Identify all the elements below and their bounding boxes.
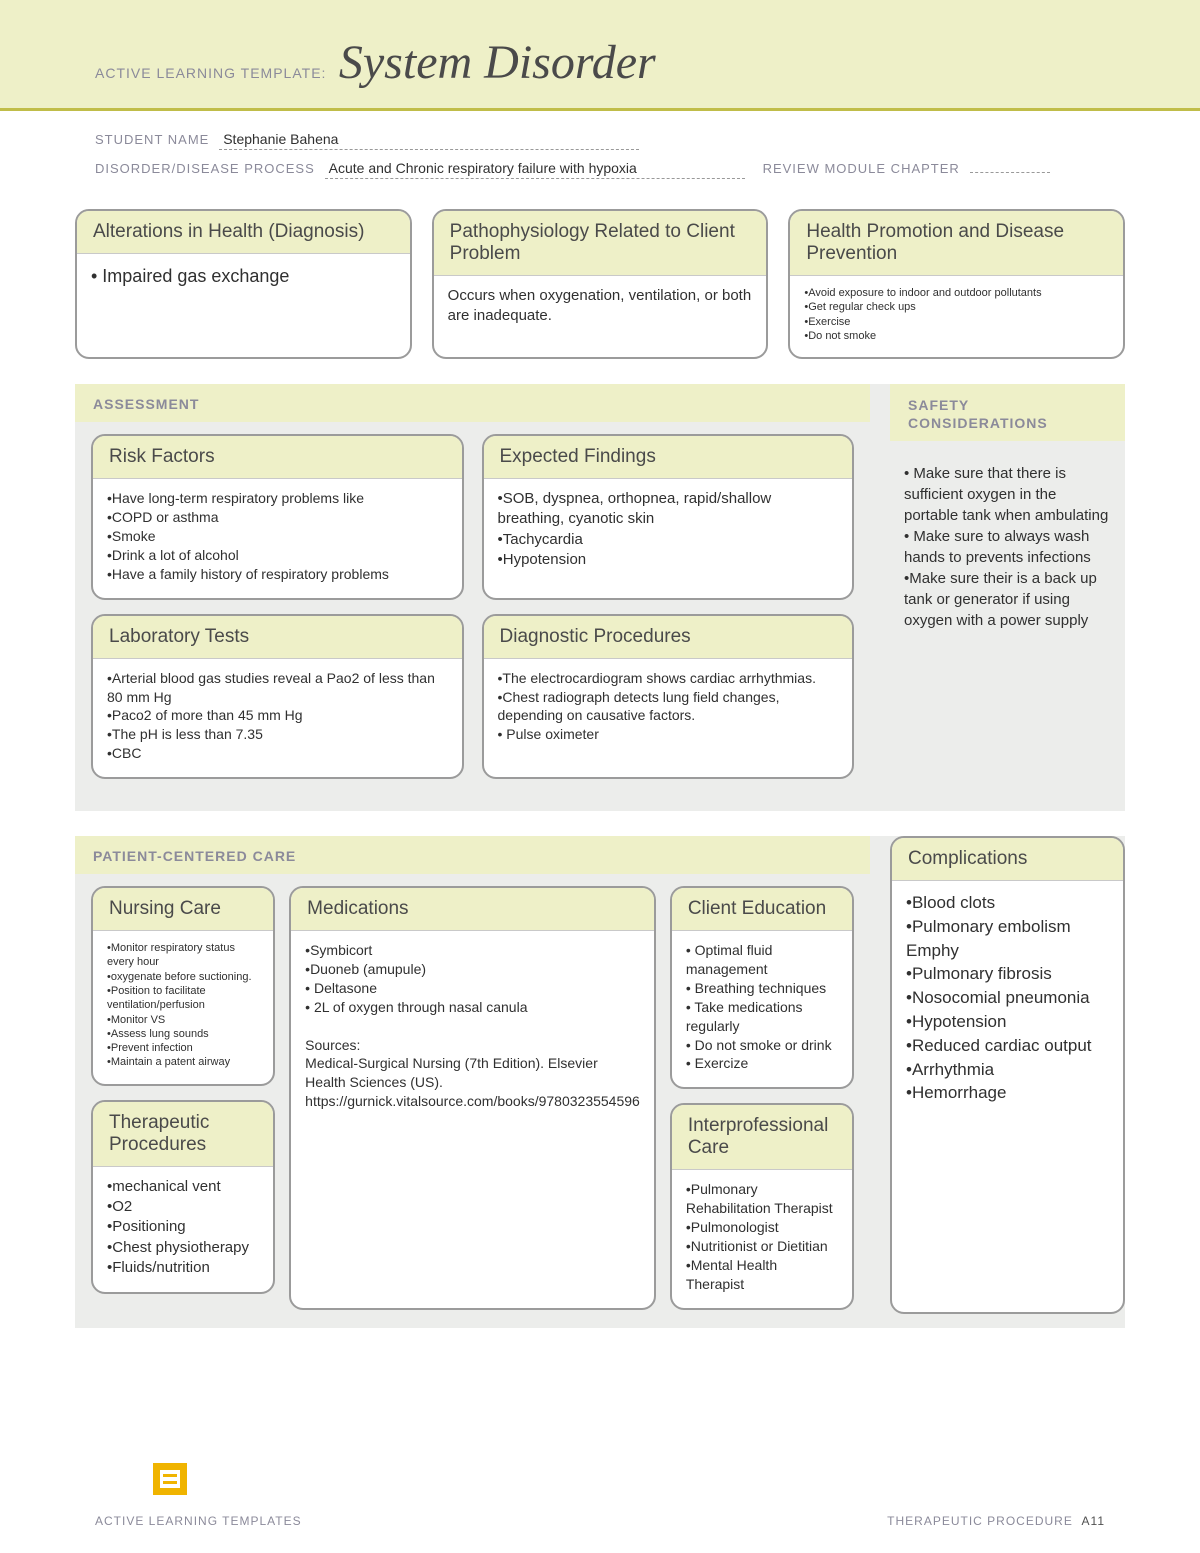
card-body: •Monitor respiratory status every hour •…: [93, 931, 273, 1084]
meta-row-disorder: DISORDER/DISEASE PROCESS Acute and Chron…: [95, 160, 1105, 179]
safety-text: • Make sure that there is sufficient oxy…: [904, 465, 1108, 629]
card-body: •Pulmonary Rehabilitation Therapist •Pul…: [672, 1170, 852, 1307]
pcc-grid: Nursing Care •Monitor respiratory status…: [91, 886, 854, 1310]
card-header: Pathophysiology Related to Client Proble…: [434, 211, 767, 276]
card-medications: Medications •Symbicort •Duoneb (amupule)…: [289, 886, 656, 1310]
card-header: Therapeutic Procedures: [93, 1102, 273, 1167]
disorder-label: DISORDER/DISEASE PROCESS: [95, 161, 315, 176]
assessment-section: ASSESSMENT Risk Factors •Have long-term …: [75, 384, 1125, 811]
patho-text: Occurs when oxygenation, ventilation, or…: [448, 287, 756, 324]
meta-block: STUDENT NAME Stephanie Bahena DISORDER/D…: [0, 111, 1200, 199]
assessment-main: ASSESSMENT Risk Factors •Have long-term …: [75, 384, 870, 797]
card-body: •Arterial blood gas studies reveal a Pao…: [93, 659, 462, 777]
card-header: Complications: [892, 838, 1123, 881]
meta-row-student: STUDENT NAME Stephanie Bahena: [95, 131, 1105, 150]
pcc-title: PATIENT-CENTERED CARE: [75, 836, 870, 874]
card-header: Expected Findings: [484, 436, 853, 479]
card-body: • Impaired gas exchange: [77, 254, 410, 302]
card-header: Risk Factors: [93, 436, 462, 479]
diagnostic-text: •The electrocardiogram shows cardiac arr…: [498, 670, 816, 743]
card-health-promotion: Health Promotion and Disease Prevention …: [788, 209, 1125, 359]
page: ACTIVE LEARNING TEMPLATE: System Disorde…: [0, 0, 1200, 1553]
card-client-education: Client Education • Optimal fluid managem…: [670, 886, 854, 1089]
footer-page-number: A11: [1082, 1514, 1105, 1528]
top-row: Alterations in Health (Diagnosis) • Impa…: [75, 209, 1125, 359]
safety-title: SAFETY CONSIDERATIONS: [890, 384, 1125, 440]
card-pathophysiology: Pathophysiology Related to Client Proble…: [432, 209, 769, 359]
card-nursing-care: Nursing Care •Monitor respiratory status…: [91, 886, 275, 1086]
risk-text: •Have long-term respiratory problems lik…: [107, 490, 389, 582]
nursing-text: •Monitor respiratory status every hour •…: [107, 942, 252, 1068]
card-diagnostic-procedures: Diagnostic Procedures •The electrocardio…: [482, 614, 855, 779]
card-expected-findings: Expected Findings •SOB, dyspnea, orthopn…: [482, 434, 855, 599]
pcc-section: PATIENT-CENTERED CARE Nursing Care •Moni…: [75, 836, 1125, 1328]
health-promo-text: •Avoid exposure to indoor and outdoor po…: [804, 287, 1041, 342]
card-body: •SOB, dyspnea, orthopnea, rapid/shallow …: [484, 479, 853, 584]
safety-body: • Make sure that there is sufficient oxy…: [890, 453, 1125, 641]
card-body: •mechanical vent •O2 •Positioning •Chest…: [93, 1167, 273, 1292]
card-interprofessional-care: Interprofessional Care •Pulmonary Rehabi…: [670, 1103, 854, 1309]
card-therapeutic-procedures: Therapeutic Procedures •mechanical vent …: [91, 1100, 275, 1294]
expected-text: •SOB, dyspnea, orthopnea, rapid/shallow …: [498, 490, 776, 568]
card-header: Alterations in Health (Diagnosis): [77, 211, 410, 254]
header-title: System Disorder: [339, 35, 656, 90]
card-body: •Have long-term respiratory problems lik…: [93, 479, 462, 597]
complications-side: Complications •Blood clots •Pulmonary em…: [890, 836, 1125, 1314]
complications-text: •Blood clots •Pulmonary embolism Emphy •…: [906, 893, 1092, 1102]
card-header: Diagnostic Procedures: [484, 616, 853, 659]
safety-side: SAFETY CONSIDERATIONS • Make sure that t…: [890, 384, 1125, 797]
card-body: Occurs when oxygenation, ventilation, or…: [434, 276, 767, 341]
header-prefix: ACTIVE LEARNING TEMPLATE:: [95, 65, 326, 81]
footer-right-label: THERAPEUTIC PROCEDURE: [887, 1514, 1073, 1528]
pcc-main: PATIENT-CENTERED CARE Nursing Care •Moni…: [75, 836, 870, 1314]
assessment-inner: Risk Factors •Have long-term respiratory…: [75, 422, 870, 797]
chapter-value: [970, 170, 1050, 173]
footer-left: ACTIVE LEARNING TEMPLATES: [95, 1514, 302, 1528]
labs-text: •Arterial blood gas studies reveal a Pao…: [107, 670, 439, 762]
disorder-value: Acute and Chronic respiratory failure wi…: [325, 160, 745, 179]
card-body: •Avoid exposure to indoor and outdoor po…: [790, 276, 1123, 357]
card-body: • Optimal fluid management • Breathing t…: [672, 931, 852, 1087]
safety-wrap: • Make sure that there is sufficient oxy…: [890, 441, 1125, 804]
card-alterations: Alterations in Health (Diagnosis) • Impa…: [75, 209, 412, 359]
card-body: •The electrocardiogram shows cardiac arr…: [484, 659, 853, 759]
content: Alterations in Health (Diagnosis) • Impa…: [0, 199, 1200, 1328]
card-header: Client Education: [672, 888, 852, 931]
assessment-row1: Risk Factors •Have long-term respiratory…: [91, 434, 854, 599]
education-text: • Optimal fluid management • Breathing t…: [686, 942, 832, 1071]
pcc-col1: Nursing Care •Monitor respiratory status…: [91, 886, 275, 1310]
pcc-inner: Nursing Care •Monitor respiratory status…: [75, 874, 870, 1314]
footer: ACTIVE LEARNING TEMPLATES THERAPEUTIC PR…: [95, 1514, 1105, 1528]
assessment-title: ASSESSMENT: [75, 384, 870, 422]
student-name-value: Stephanie Bahena: [219, 131, 639, 150]
footer-right: THERAPEUTIC PROCEDURE A11: [887, 1514, 1105, 1528]
card-header: Medications: [291, 888, 654, 931]
card-lab-tests: Laboratory Tests •Arterial blood gas stu…: [91, 614, 464, 779]
therapeutic-text: •mechanical vent •O2 •Positioning •Chest…: [107, 1178, 249, 1276]
card-header: Nursing Care: [93, 888, 273, 931]
card-header: Laboratory Tests: [93, 616, 462, 659]
chapter-label: REVIEW MODULE CHAPTER: [763, 161, 960, 176]
assessment-row2: Laboratory Tests •Arterial blood gas stu…: [91, 614, 854, 779]
card-header: Health Promotion and Disease Prevention: [790, 211, 1123, 276]
card-body: •Symbicort •Duoneb (amupule) • Deltasone…: [291, 931, 654, 1125]
interprof-text: •Pulmonary Rehabilitation Therapist •Pul…: [686, 1181, 833, 1291]
card-risk-factors: Risk Factors •Have long-term respiratory…: [91, 434, 464, 599]
header-band: ACTIVE LEARNING TEMPLATE: System Disorde…: [0, 0, 1200, 111]
card-body: •Blood clots •Pulmonary embolism Emphy •…: [892, 881, 1123, 1115]
card-complications: Complications •Blood clots •Pulmonary em…: [890, 836, 1125, 1314]
alterations-text: • Impaired gas exchange: [91, 266, 289, 286]
student-name-label: STUDENT NAME: [95, 132, 209, 147]
pcc-col2: Medications •Symbicort •Duoneb (amupule)…: [289, 886, 656, 1310]
card-header: Interprofessional Care: [672, 1105, 852, 1170]
comment-icon[interactable]: [150, 1460, 190, 1498]
pcc-col3: Client Education • Optimal fluid managem…: [670, 886, 854, 1310]
medications-text: •Symbicort •Duoneb (amupule) • Deltasone…: [305, 942, 640, 1109]
